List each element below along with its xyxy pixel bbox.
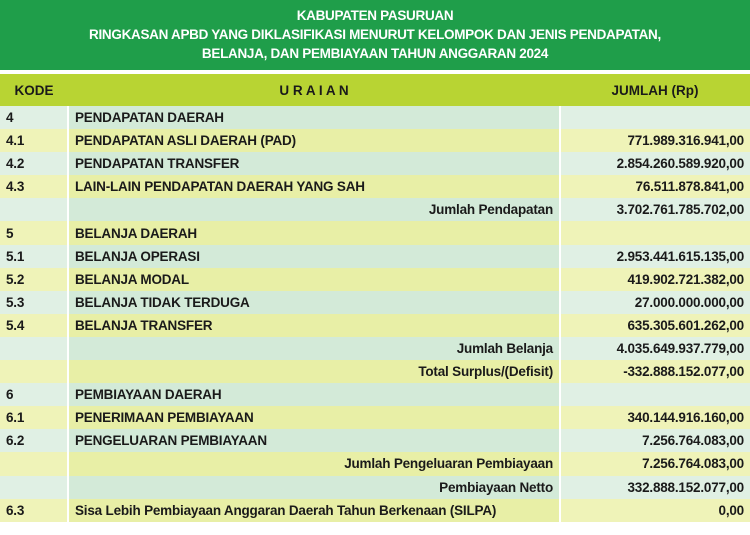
apbd-table: KODE U R A I A N JUMLAH (Rp) 4 PENDAPATAN D… [0,70,750,522]
uraian-cell: BELANJA TRANSFER [67,313,560,337]
uraian-cell: BELANJA TIDAK TERDUGA [67,290,560,314]
table-row: Pembiayaan Netto 332.888.152.077,00 [0,475,750,499]
table-row: 4 PENDAPATAN DAERAH [0,106,750,130]
uraian-cell: Pembiayaan Netto [67,475,560,499]
uraian-cell: PENDAPATAN ASLI DAERAH (PAD) [67,129,560,153]
jumlah-cell: 7.256.764.083,00 [559,429,750,453]
table-body: 4 PENDAPATAN DAERAH 4.1 PENDAPATAN ASLI DAE… [0,106,750,522]
jumlah-cell [559,106,750,130]
kode-cell [0,360,68,384]
uraian-cell: Jumlah Belanja [67,336,560,361]
kode-cell [0,336,68,361]
jumlah-cell: 2.953.441.615.135,00 [559,244,750,268]
jumlah-cell: 3.702.761.785.702,00 [559,198,750,222]
uraian-cell: PENERIMAAN PEMBIAYAAN [67,406,560,430]
title-line: RINGKASAN APBD YANG DIKLASIFIKASI MENURU… [89,27,661,42]
table-row: Jumlah Pendapatan 3.702.761.785.702,00 [0,198,750,222]
table-row: Jumlah Belanja 4.035.649.937.779,00 [0,336,750,361]
column-header: JUMLAH (Rp) [560,70,750,106]
table-row: 5.2 BELANJA MODAL 419.902.721.382,00 [0,267,750,291]
uraian-cell: BELANJA MODAL [67,267,560,291]
table-row: 5 BELANJA DAERAH [0,221,750,245]
jumlah-cell: 2.854.260.589.920,00 [559,152,750,176]
kode-cell: 5.4 [0,313,68,337]
table-row: 6.3 Sisa Lebih Pembiayaan Anggaran Daerah… [0,498,750,522]
jumlah-cell: 0,00 [559,498,750,522]
jumlah-cell: 27.000.000.000,00 [559,290,750,314]
kode-cell: 6.1 [0,406,68,430]
table-row: 5.3 BELANJA TIDAK TERDUGA 27.000.000.000,0… [0,290,750,314]
jumlah-cell: 4.035.649.937.779,00 [559,336,750,361]
uraian-cell: Jumlah Pengeluaran Pembiayaan [67,452,560,476]
table-row: 4.3 LAIN-LAIN PENDAPATAN DAERAH YANG SAH 7… [0,175,750,199]
title-band: KABUPATEN PASURUAN RINGKASAN APBD YANG DI… [0,0,750,70]
table-row: 5.4 BELANJA TRANSFER 635.305.601.262,00 [0,313,750,337]
uraian-cell: PENDAPATAN TRANSFER [67,152,560,176]
table-row: 4.1 PENDAPATAN ASLI DAERAH (PAD) 771.989.3… [0,129,750,153]
uraian-cell: Sisa Lebih Pembiayaan Anggaran Daerah Ta… [67,498,560,522]
jumlah-cell: 771.989.316.941,00 [559,129,750,153]
kode-cell: 5.2 [0,267,68,291]
uraian-cell: Jumlah Pendapatan [67,198,560,222]
kode-cell: 5.3 [0,290,68,314]
table-row: 6.1 PENERIMAAN PEMBIAYAAN 340.144.916.160,… [0,406,750,430]
uraian-cell: PEMBIAYAAN DAERAH [67,383,560,407]
kode-cell: 6 [0,383,68,407]
jumlah-cell: 340.144.916.160,00 [559,406,750,430]
table-row: 6 PEMBIAYAAN DAERAH [0,383,750,407]
kode-cell: 5 [0,221,68,245]
kode-cell: 4.2 [0,152,68,176]
header-row: KODE U R A I A N JUMLAH (Rp) [0,70,750,106]
jumlah-cell: 419.902.721.382,00 [559,267,750,291]
column-header: U R A I A N [68,70,560,106]
uraian-cell: Total Surplus/(Defisit) [67,360,560,384]
jumlah-cell: 76.511.878.841,00 [559,175,750,199]
kode-cell: 4 [0,106,68,130]
kode-cell: 6.2 [0,429,68,453]
table-row: 4.2 PENDAPATAN TRANSFER 2.854.260.589.920,… [0,152,750,176]
uraian-cell: PENGELUARAN PEMBIAYAAN [67,429,560,453]
uraian-cell: PENDAPATAN DAERAH [67,106,560,130]
table-row: Total Surplus/(Defisit) -332.888.152.077,… [0,360,750,384]
kode-cell [0,452,68,476]
uraian-cell: BELANJA DAERAH [67,221,560,245]
kode-cell: 5.1 [0,244,68,268]
uraian-cell: LAIN-LAIN PENDAPATAN DAERAH YANG SAH [67,175,560,199]
jumlah-cell [559,221,750,245]
kode-cell: 4.3 [0,175,68,199]
jumlah-cell: -332.888.152.077,00 [559,360,750,384]
jumlah-cell: 332.888.152.077,00 [559,475,750,499]
jumlah-cell: 7.256.764.083,00 [559,452,750,476]
kode-cell: 4.1 [0,129,68,153]
title-line: KABUPATEN PASURUAN [296,8,454,23]
table-row: Jumlah Pengeluaran Pembiayaan 7.256.764.0… [0,452,750,476]
title-line: BELANJA, DAN PEMBIAYAAN TAHUN ANGGARAN 2… [201,46,549,61]
jumlah-cell: 635.305.601.262,00 [559,313,750,337]
uraian-cell: BELANJA OPERASI [67,244,560,268]
jumlah-cell [559,383,750,407]
table-row: 6.2 PENGELUARAN PEMBIAYAAN 7.256.764.083,0… [0,429,750,453]
table-row: 5.1 BELANJA OPERASI 2.953.441.615.135,00 [0,244,750,268]
kode-cell [0,198,68,222]
kode-cell: 6.3 [0,498,68,522]
kode-cell [0,475,68,499]
column-header: KODE [0,70,68,106]
